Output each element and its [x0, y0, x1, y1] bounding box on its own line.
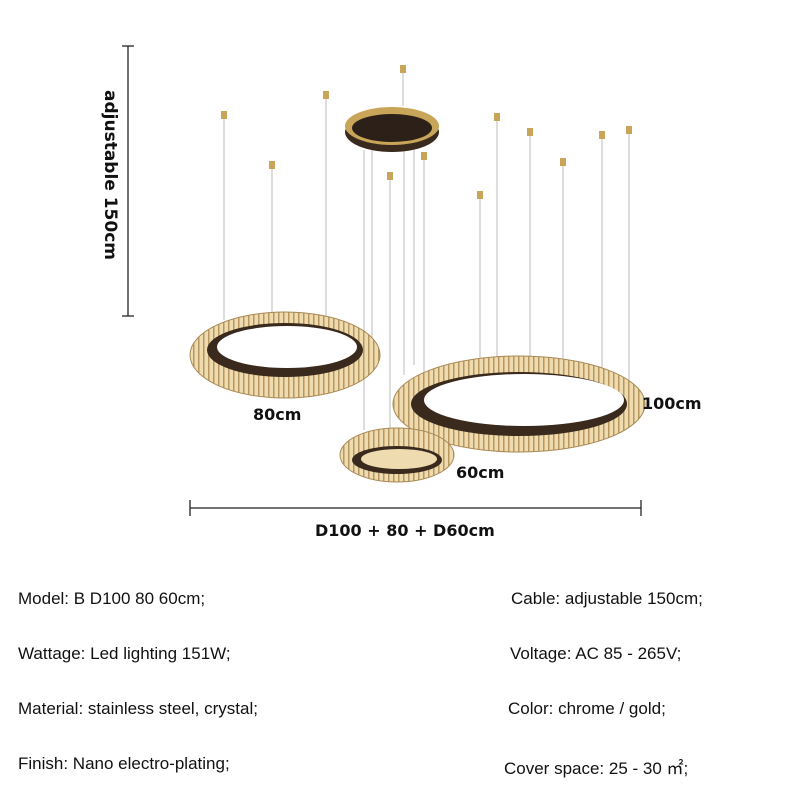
ring-100cm — [392, 355, 646, 453]
width-label: D100 + 80 + D60cm — [315, 521, 495, 540]
spec-voltage: Voltage: AC 85 - 265V; — [510, 644, 682, 663]
ring-80cm — [189, 311, 381, 399]
ring-label-80: 80cm — [253, 405, 302, 424]
height-dimension-line — [122, 45, 134, 317]
cable-caps — [221, 65, 632, 199]
ring-label-60: 60cm — [456, 463, 505, 482]
spec-cable: Cable: adjustable 150cm; — [511, 589, 703, 608]
ring-60cm — [339, 427, 455, 483]
spec-wattage: Wattage: Led lighting 151W; — [18, 644, 231, 663]
ceiling-canopy — [345, 107, 439, 152]
spec-model: Model: B D100 80 60cm; — [18, 589, 206, 608]
spec-finish: Finish: Nano electro-plating; — [18, 754, 230, 773]
spec-color: Color: chrome / gold; — [508, 699, 666, 718]
spec-cover-space: Cover space: 25 - 30 ㎡; — [504, 759, 689, 778]
spec-material: Material: stainless steel, crystal; — [18, 699, 258, 718]
width-dimension-line — [189, 500, 642, 516]
ring-label-100: 100cm — [642, 394, 702, 413]
height-label: adjustable 150cm — [100, 90, 120, 261]
cables — [223, 72, 630, 432]
